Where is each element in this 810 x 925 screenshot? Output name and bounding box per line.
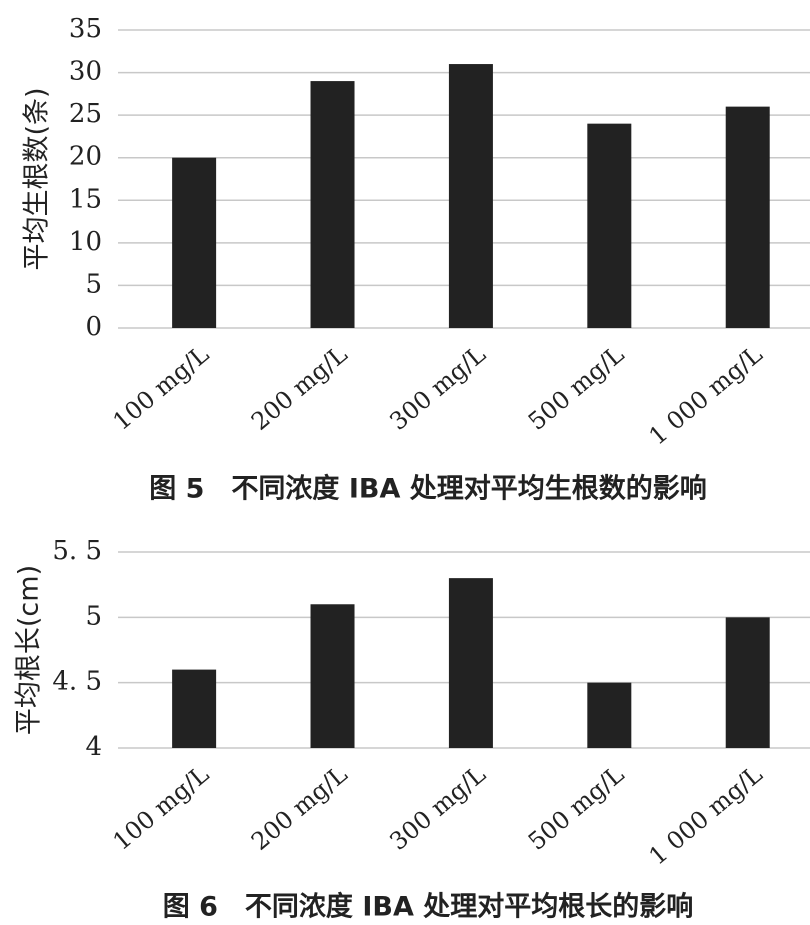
bar [172, 669, 217, 748]
bar [587, 123, 632, 329]
y-tick-label: 0 [85, 312, 102, 342]
x-tick-label: 500 mg/L [523, 340, 630, 436]
y-tick-label: 20 [69, 142, 102, 172]
x-tick-label: 1 000 mg/L [644, 340, 768, 451]
y-tick-label: 4. 5 [52, 667, 102, 697]
y-tick-label: 5 [85, 269, 102, 299]
y-tick-label: 5. 5 [52, 536, 102, 566]
y-tick-label: 30 [69, 57, 102, 87]
x-tick-label: 300 mg/L [384, 340, 491, 436]
y-axis-label: 平均根长(cm) [14, 565, 45, 735]
bar [725, 106, 770, 328]
bar [310, 81, 355, 328]
x-tick-label: 500 mg/L [523, 760, 630, 856]
y-axis-label: 平均生根数(条) [22, 87, 53, 270]
y-tick-label: 15 [69, 184, 102, 214]
y-tick-label: 25 [69, 99, 102, 129]
x-tick-label: 200 mg/L [246, 760, 353, 856]
x-tick-label: 100 mg/L [108, 760, 215, 856]
bar [448, 64, 493, 329]
bar [310, 604, 355, 748]
caption: 图 6 不同浓度 IBA 处理对平均根长的影响 [163, 891, 694, 923]
x-tick-label: 1 000 mg/L [644, 760, 768, 871]
bar [172, 157, 217, 328]
y-tick-label: 35 [69, 14, 102, 44]
x-tick-label: 300 mg/L [384, 760, 491, 856]
y-tick-label: 5 [85, 601, 102, 631]
y-tick-label: 10 [69, 227, 102, 257]
bar [587, 682, 632, 748]
bar [725, 617, 770, 748]
bar [448, 578, 493, 748]
x-tick-label: 100 mg/L [108, 340, 215, 436]
caption: 图 5 不同浓度 IBA 处理对平均生根数的影响 [149, 473, 707, 505]
x-tick-label: 200 mg/L [246, 340, 353, 436]
y-tick-label: 4 [85, 732, 102, 762]
